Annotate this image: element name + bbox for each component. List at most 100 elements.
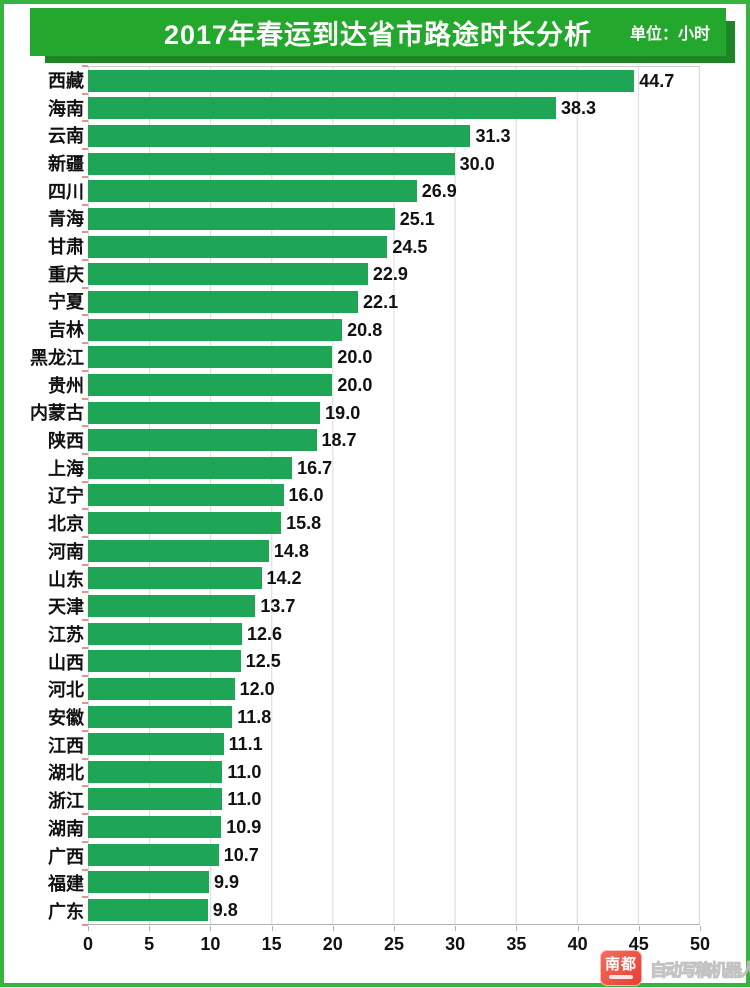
value-axis-label: 10 [200,934,221,954]
bar-row: 16.0 [88,482,699,510]
bar [88,539,269,562]
value-axis-tick [332,926,334,931]
bar [88,263,368,286]
value-axis-tick [394,926,395,931]
value-label: 26.9 [421,181,457,202]
value-label: 15.8 [286,513,322,534]
category-tick [82,702,88,705]
value-label: 31.3 [475,126,511,147]
bar [88,567,262,590]
value-label: 16.7 [297,457,333,478]
category-label: 四川 [48,181,84,202]
bar-row: 24.5 [88,233,699,261]
value-label: 22.1 [363,291,399,312]
bar [88,208,395,231]
value-axis-tick [210,926,212,931]
value-label: 19.0 [325,402,361,423]
value-label: 20.0 [337,347,373,368]
bar [88,290,359,313]
bar-row: 19.0 [88,399,699,427]
value-label: 16.0 [288,485,324,506]
value-label: 9.8 [212,900,238,921]
category-tick [82,258,88,261]
category-label: 河北 [48,680,84,701]
category-label: 辽宁 [48,486,84,507]
category-tick [82,896,88,899]
value-axis-tick [455,926,457,931]
bar [88,346,333,369]
bar [88,456,293,479]
category-label: 吉林 [48,320,84,341]
bar [88,373,333,396]
value-axis-label: 45 [628,934,649,954]
category-tick [82,452,88,455]
category-label: 北京 [48,514,84,535]
value-label: 13.7 [260,595,296,616]
value-axis: 0 5 10 15 20 25 30 35 40 45 50 [83,926,710,966]
bar [88,650,241,673]
category-tick [82,868,88,871]
bar-row: 11.0 [88,758,699,786]
bar-row: 12.6 [88,620,699,648]
nandu-logo-band [609,974,633,979]
value-label: 11.1 [228,734,263,755]
value-label: 11.0 [227,761,262,782]
value-axis-tick [516,926,518,931]
bar-row: 44.7 [88,67,699,95]
value-label: 12.5 [245,651,281,672]
value-axis-label: 5 [144,934,155,954]
bar-row: 10.7 [88,841,699,869]
category-label: 江苏 [48,624,84,645]
bar-row: 22.9 [88,260,699,288]
category-axis-ticks [82,65,88,926]
bar-row: 11.0 [88,786,699,814]
bar [88,69,635,92]
value-axis-label: 15 [261,934,282,954]
category-label: 甘肃 [48,237,84,258]
category-tick [82,840,88,843]
unit-label: 单位：小时 [629,26,710,43]
category-label: 上海 [48,458,84,479]
bar [88,152,455,175]
bar [88,899,208,922]
bar [88,843,219,866]
value-label: 10.9 [226,817,262,838]
bar [88,677,235,700]
value-label: 11.8 [237,706,272,727]
value-label: 11.0 [227,789,262,810]
category-label: 山东 [48,569,84,590]
category-tick [82,314,88,317]
bar-row: 18.7 [88,426,699,454]
category-label: 西藏 [48,70,84,91]
category-label: 黑龙江 [30,347,84,368]
category-tick [82,508,88,511]
value-label: 12.0 [239,678,275,699]
category-tick [82,397,88,400]
category-label: 山西 [48,652,84,673]
bar-row: 11.8 [88,703,699,731]
value-axis-tick [700,926,701,931]
value-label: 14.2 [266,568,302,589]
plot-area: 44.7 38.3 31.3 30.0 26.9 25.1 24.5 22.9 22.1 20.8… [88,66,700,925]
value-axis-tick [149,926,151,931]
bar-row: 14.2 [88,565,699,593]
category-label: 新疆 [48,153,84,174]
bar-row: 30.0 [88,150,699,178]
category-label: 广西 [48,846,84,867]
bar [88,318,343,341]
value-label: 22.9 [372,264,408,285]
category-tick [82,120,88,123]
category-label: 云南 [48,126,84,147]
category-tick [82,342,88,345]
bar [88,512,282,535]
category-tick [82,674,88,677]
category-label: 内蒙古 [30,403,84,424]
bar [88,594,256,617]
value-label: 38.3 [561,98,597,119]
value-label: 14.8 [273,540,309,561]
bar [88,871,209,894]
bar [88,788,223,811]
value-label: 20.0 [337,374,373,395]
category-label: 湖南 [48,818,84,839]
bar-row: 38.3 [88,95,699,123]
